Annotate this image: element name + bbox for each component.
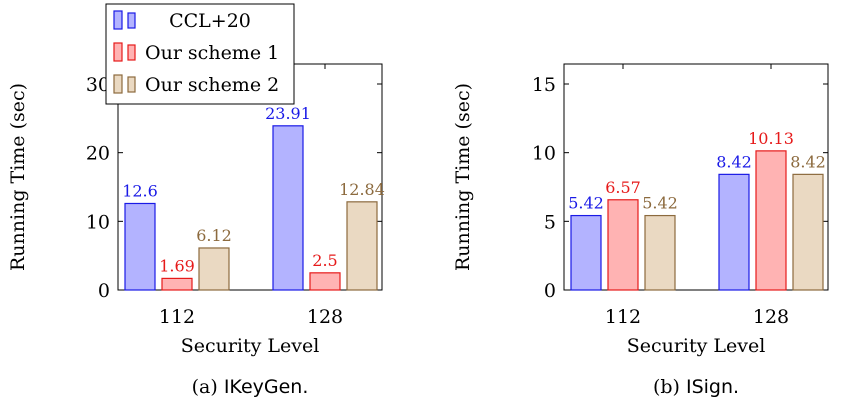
caption-prefix: (b): [653, 376, 686, 398]
data-label: 23.91: [265, 104, 311, 123]
legend-box: [105, 3, 295, 105]
data-label: 2.5: [312, 251, 337, 270]
data-label: 8.42: [716, 152, 752, 171]
data-label: 1.69: [159, 256, 195, 275]
x-axis-label: Security Level: [181, 335, 320, 357]
bar-ccl-128: [718, 173, 750, 291]
bar-ccl-112: [570, 214, 602, 291]
legend-label: CCL+20: [169, 10, 251, 32]
x-tick-label: 128: [753, 306, 789, 328]
legend: CCL+20 Our scheme 1 Our scheme 2: [105, 3, 295, 105]
plot-frame: [563, 63, 829, 291]
y-tick-label: 0: [98, 280, 110, 302]
y-tick-label: 10: [86, 211, 110, 233]
bar-s1-112: [607, 199, 639, 291]
data-label: 6.57: [605, 178, 641, 197]
legend-swatch: [113, 42, 123, 62]
y-tick-label: 10: [532, 143, 556, 165]
bar-s2-128: [346, 201, 378, 291]
data-label: 5.42: [568, 194, 604, 213]
bar-ccl-112: [124, 202, 156, 291]
legend-label: Our scheme 1: [145, 42, 279, 64]
bar-s2-112: [644, 214, 676, 291]
x-axis-label: Security Level: [627, 335, 766, 357]
caption-name: ISign.: [686, 376, 739, 398]
y-tick-label: 15: [532, 74, 556, 96]
caption: (a) IKeyGen.: [192, 376, 309, 398]
y-tick-label: 30: [86, 74, 110, 96]
data-label: 8.42: [790, 152, 826, 171]
x-tick-label: 112: [159, 306, 195, 328]
caption: (b) ISign.: [653, 376, 739, 398]
y-axis-label: Running Time (sec): [452, 83, 474, 271]
data-label: 6.12: [196, 226, 232, 245]
legend-swatch: [127, 12, 136, 29]
y-tick-label: 0: [544, 280, 556, 302]
data-label: 12.6: [122, 181, 158, 200]
legend-swatch: [127, 44, 136, 61]
bar-ccl-128: [272, 125, 304, 291]
y-tick-label: 20: [86, 143, 110, 165]
bar-s1-128: [755, 150, 787, 291]
bar-s2-128: [792, 173, 824, 291]
y-tick-label: 5: [544, 211, 556, 233]
x-tick-label: 128: [307, 306, 343, 328]
x-tick-label: 112: [605, 306, 641, 328]
legend-swatch: [127, 76, 136, 93]
legend-label: Our scheme 2: [145, 74, 279, 96]
bar-s1-112: [161, 277, 193, 291]
bar-s1-128: [309, 272, 341, 291]
chart-ikeygen: 0 10 20 30 112 128 12.6 23.91 1.69 2.5 6.12 12.84 Se…: [7, 63, 385, 398]
caption-name: IKeyGen.: [224, 376, 309, 398]
y-axis-label: Running Time (sec): [7, 83, 29, 271]
bar-s2-112: [198, 247, 230, 291]
data-label: 10.13: [748, 129, 794, 148]
data-label: 5.42: [642, 194, 678, 213]
legend-swatch: [113, 10, 123, 30]
legend-swatch: [113, 74, 123, 94]
caption-prefix: (a): [192, 376, 224, 398]
chart-isign: 0 5 10 15 112 128 5.42 8.42 6.57 10.13 5.42 8.42 Sec…: [452, 63, 829, 398]
data-label: 12.84: [339, 180, 385, 199]
